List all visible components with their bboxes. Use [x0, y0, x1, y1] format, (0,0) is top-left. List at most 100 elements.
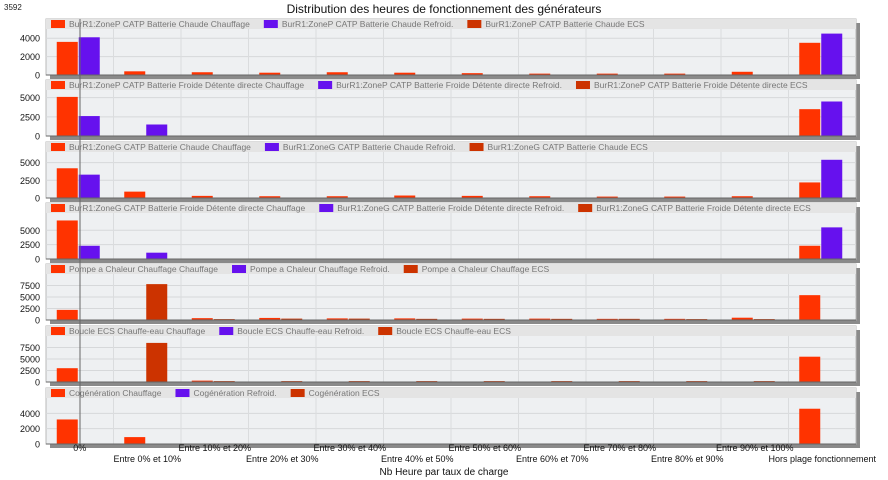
- legend-label: Boucle ECS Chauffe-eau Chauffage: [69, 326, 206, 336]
- bar: [78, 245, 100, 259]
- bar: [191, 318, 213, 320]
- x-tick-label: Entre 50% et 60%: [448, 443, 521, 453]
- x-tick-label: Entre 80% et 90%: [651, 454, 724, 464]
- bar: [821, 33, 843, 75]
- bar: [799, 356, 821, 382]
- y-tick-label: 5000: [20, 158, 40, 168]
- bar: [483, 318, 505, 320]
- chart-title: Distribution des heures de fonctionnemen…: [286, 2, 602, 16]
- bar: [664, 73, 686, 75]
- x-tick-label: Entre 90% et 100%: [716, 443, 794, 453]
- legend-swatch: [263, 20, 278, 28]
- legend-swatch: [219, 327, 234, 335]
- legend-swatch: [467, 20, 482, 28]
- y-tick-label: 0: [35, 71, 40, 81]
- bar: [799, 109, 821, 136]
- legend-swatch: [578, 204, 593, 212]
- bar: [259, 196, 281, 198]
- legend-swatch: [575, 81, 590, 89]
- bar: [394, 72, 416, 75]
- bar: [56, 419, 78, 444]
- legend-label: Boucle ECS Chauffe-eau Refroid.: [237, 326, 364, 336]
- legend-swatch: [318, 81, 333, 89]
- bar: [146, 124, 168, 136]
- corner-value: 3592: [4, 3, 22, 12]
- legend-swatch: [175, 389, 190, 397]
- legend-label: BurR1:ZoneP CATP Batterie Chaude Chauffa…: [69, 19, 250, 29]
- legend-swatch: [469, 143, 484, 151]
- legend-label: Pompe a Chaleur Chauffage ECS: [422, 264, 550, 274]
- bar: [394, 318, 416, 320]
- bar: [799, 408, 821, 444]
- y-tick-label: 5000: [20, 226, 40, 236]
- legend-label: BurR1:ZoneG CATP Batterie Chaude ECS: [488, 142, 649, 152]
- x-tick-label: Hors plage fonctionnement: [768, 454, 876, 464]
- bar: [326, 196, 348, 198]
- legend-swatch: [51, 327, 65, 335]
- bar: [78, 116, 100, 136]
- x-tick-label: Entre 10% et 20%: [178, 443, 251, 453]
- legend-bar: [46, 80, 856, 90]
- bar: [529, 318, 551, 320]
- bar: [596, 318, 618, 320]
- bar: [529, 73, 551, 75]
- bar: [191, 72, 213, 75]
- bar: [799, 245, 821, 259]
- bar: [56, 309, 78, 320]
- x-tick-label: 0%: [73, 443, 86, 453]
- bar: [146, 342, 168, 382]
- bar: [146, 252, 168, 259]
- y-tick-label: 2500: [20, 112, 40, 122]
- legend-swatch: [378, 327, 393, 335]
- x-tick-label: Entre 0% et 10%: [113, 454, 181, 464]
- bar: [821, 159, 843, 198]
- x-tick-label: Entre 40% et 50%: [381, 454, 454, 464]
- legend-label: Boucle ECS Chauffe-eau ECS: [396, 326, 511, 336]
- bar: [78, 37, 100, 75]
- legend-label: BurR1:ZoneP CATP Batterie Froide Détente…: [594, 80, 808, 90]
- legend-swatch: [51, 20, 65, 28]
- legend-swatch: [51, 81, 65, 89]
- bar: [348, 318, 370, 320]
- bar: [191, 380, 213, 382]
- legend-label: BurR1:ZoneG CATP Batterie Froide Détente…: [69, 203, 306, 213]
- legend-bar: [46, 142, 856, 152]
- bar: [596, 73, 618, 75]
- legend-label: Cogénération ECS: [309, 388, 380, 398]
- legend-bar: [46, 264, 856, 274]
- bar: [56, 220, 78, 259]
- legend-label: Pompe a Chaleur Chauffage Chauffage: [69, 264, 218, 274]
- bar: [56, 41, 78, 75]
- bar: [664, 318, 686, 320]
- bar: [326, 72, 348, 75]
- legend-bar: [46, 203, 856, 213]
- bar: [799, 295, 821, 320]
- legend-label: BurR1:ZoneG CATP Batterie Chaude Chauffa…: [69, 142, 251, 152]
- legend-label: BurR1:ZoneP CATP Batterie Froide Détente…: [336, 80, 562, 90]
- bar: [124, 191, 146, 198]
- x-axis-label: Nb Heure par taux de charge: [379, 467, 509, 478]
- y-tick-label: 0: [35, 316, 40, 326]
- bar: [731, 196, 753, 198]
- x-tick-label: Entre 70% et 80%: [583, 443, 656, 453]
- bar: [821, 227, 843, 259]
- y-tick-label: 2500: [20, 240, 40, 250]
- legend-label: Cogénération Chauffage: [69, 388, 162, 398]
- bar: [56, 96, 78, 136]
- bar: [326, 318, 348, 320]
- y-tick-label: 2500: [20, 176, 40, 186]
- y-tick-label: 4000: [20, 34, 40, 44]
- y-tick-label: 2000: [20, 52, 40, 62]
- bar: [56, 168, 78, 198]
- y-tick-label: 5000: [20, 93, 40, 103]
- legend-swatch: [264, 143, 279, 151]
- y-tick-label: 7500: [20, 281, 40, 291]
- bar: [529, 196, 551, 198]
- x-tick-label: Entre 20% et 30%: [246, 454, 319, 464]
- bar: [731, 317, 753, 320]
- legend-label: BurR1:ZoneP CATP Batterie Froide Détente…: [69, 80, 304, 90]
- bar: [799, 182, 821, 198]
- legend-bar: [46, 388, 856, 398]
- bar: [461, 195, 483, 198]
